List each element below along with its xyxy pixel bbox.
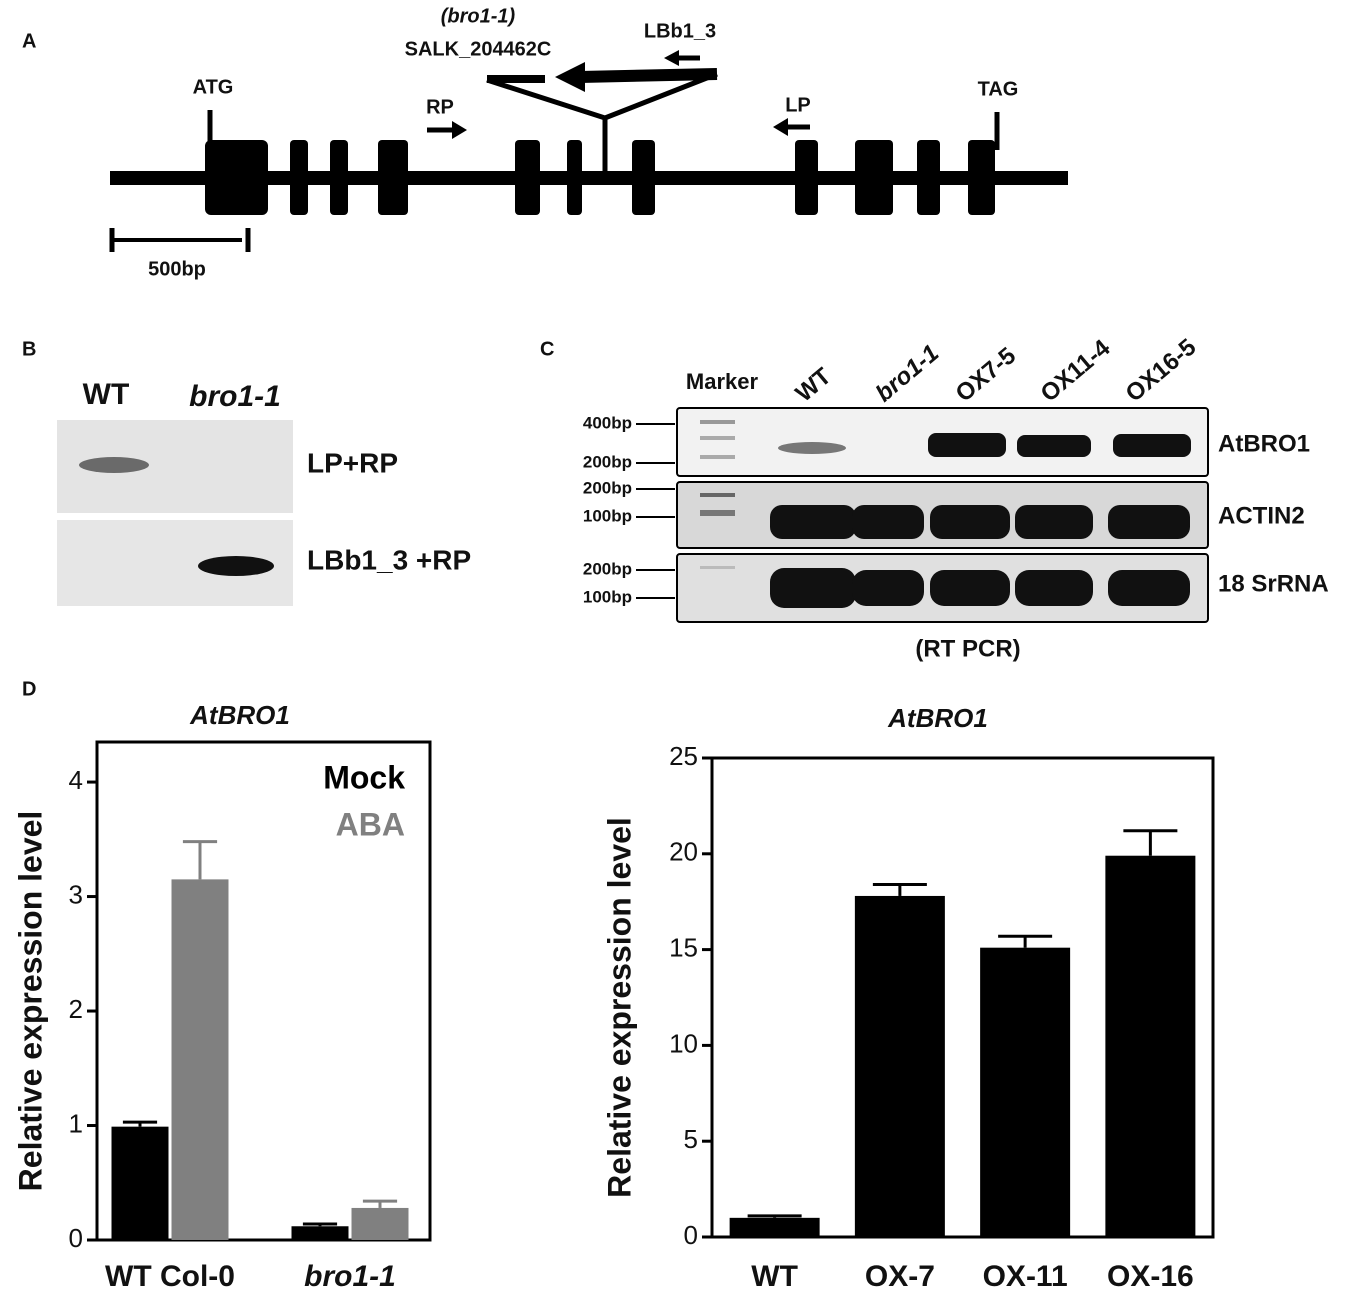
band [79, 457, 149, 473]
bar [729, 1217, 820, 1237]
panel-label: A [22, 30, 36, 52]
y-tick-label: 10 [669, 1028, 698, 1058]
y-axis-label: Relative expression level [12, 811, 48, 1192]
size-label: 100bp [583, 587, 632, 606]
lane-label: WT [791, 363, 837, 408]
gene-label: AtBRO1 [1218, 430, 1310, 457]
size-label: 100bp [583, 506, 632, 525]
panel-a: A (bro1-1) SALK_204462C LBb1_3 ATG RP LP… [22, 5, 1068, 280]
primer-label: LBb1_3 [644, 20, 716, 42]
y-tick-label: 3 [69, 879, 83, 909]
allele-label: (bro1-1) [441, 5, 516, 27]
x-tick-label: OX-11 [983, 1260, 1068, 1293]
bar [111, 1126, 169, 1240]
chart-title: AtBRO1 [189, 700, 290, 730]
legend-label: Mock [323, 759, 405, 795]
size-label: 200bp [583, 452, 632, 471]
primer-label: LP [785, 94, 811, 116]
size-label: 200bp [583, 559, 632, 578]
lane-label: WT [83, 378, 130, 411]
insertion-label: SALK_204462C [405, 38, 552, 60]
plot-frame [710, 756, 1215, 1239]
y-tick-label: 20 [669, 837, 698, 867]
plot-frame [95, 740, 432, 1242]
bar [291, 1226, 349, 1240]
y-tick-label: 4 [69, 765, 83, 795]
legend-label: ABA [336, 806, 405, 842]
exons [205, 140, 995, 215]
primer-label: RP [426, 96, 454, 118]
gene-label: ACTIN2 [1218, 502, 1305, 529]
size-label: 400bp [583, 413, 632, 432]
lane-label: OX11-4 [1036, 334, 1116, 407]
panel-label: C [540, 338, 554, 360]
size-label: 200bp [583, 478, 632, 497]
x-tick-label: WT [751, 1260, 798, 1293]
arrowheads [452, 50, 788, 139]
y-tick-label: 5 [684, 1124, 698, 1154]
gene-annotations [109, 55, 1000, 252]
method-label: (RT PCR) [915, 635, 1020, 662]
gene-label: 18 SrRNA [1218, 570, 1329, 597]
y-tick-label: 1 [69, 1108, 83, 1138]
x-tick-label: OX-16 [1107, 1260, 1194, 1293]
lane-label: Marker [686, 369, 759, 394]
y-tick-label: 0 [684, 1220, 698, 1250]
x-tick-label: WT Col-0 [105, 1260, 235, 1293]
y-tick-label: 0 [69, 1223, 83, 1253]
y-tick-label: 15 [669, 932, 698, 962]
bands [700, 420, 1191, 608]
lane-label: bro1-1 [189, 380, 281, 413]
scale-label: 500bp [148, 258, 206, 280]
bar [1105, 855, 1196, 1237]
bar [980, 947, 1071, 1237]
panel-b: B WT bro1-1 LP+RP LBb1_3 +RP [22, 338, 471, 606]
codon-label: ATG [193, 76, 234, 98]
panel-label: B [22, 338, 36, 360]
lane-label: bro1-1 [871, 340, 945, 408]
panel-c: C Marker WT bro1-1 OX7-5 OX11-4 OX16-5 4… [540, 334, 1329, 663]
panel-label: D [22, 678, 36, 700]
row-label: LP+RP [307, 447, 398, 478]
codon-label: TAG [978, 78, 1019, 100]
bar [171, 879, 229, 1240]
lane-label: OX16-5 [1121, 334, 1202, 408]
row-label: LBb1_3 +RP [307, 544, 471, 575]
band [198, 556, 274, 576]
x-tick-label: OX-7 [865, 1260, 935, 1293]
bar [854, 895, 945, 1237]
y-tick-label: 25 [669, 741, 698, 771]
y-axis-label: Relative expression level [601, 817, 637, 1198]
x-tick-label: bro1-1 [304, 1260, 396, 1293]
chart-title: AtBRO1 [887, 703, 988, 733]
bar [351, 1207, 409, 1240]
y-tick-label: 2 [69, 994, 83, 1024]
lane-label: OX7-5 [951, 342, 1021, 407]
